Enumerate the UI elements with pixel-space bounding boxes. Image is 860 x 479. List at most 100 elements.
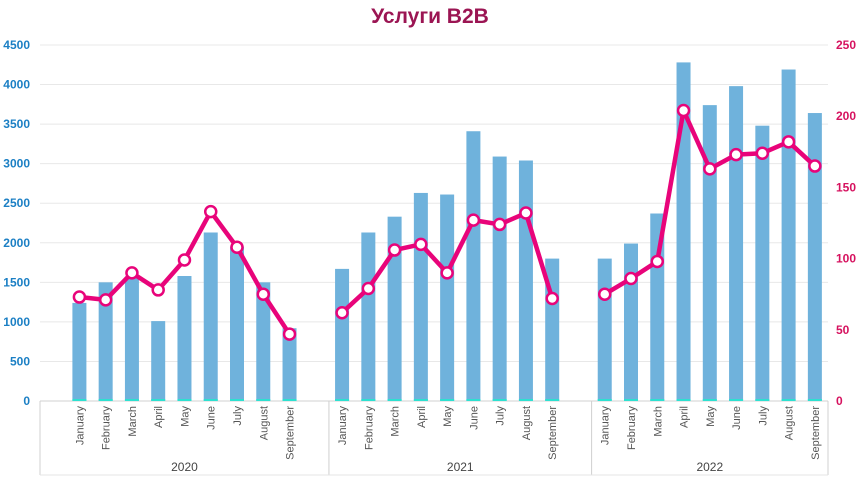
line-point [361,281,376,296]
left-axis-tick-label: 1000 [3,315,30,329]
left-axis-tick-label: 3000 [3,157,30,171]
left-axis-tick-label: 4000 [3,78,30,92]
bar-base [466,399,481,401]
month-label: March [652,406,664,437]
line-point [597,287,612,301]
bar [387,216,402,401]
month-label: September [547,406,559,460]
bar [72,302,87,401]
bar-base [282,399,297,401]
line-point [256,287,271,301]
month-label: September [810,406,822,460]
bar [440,194,455,401]
bar [807,113,822,401]
bar-base [755,399,770,401]
line-point [703,162,717,176]
line-point [177,253,192,267]
chart-title: Услуги B2B [371,5,489,28]
bar [755,125,770,402]
bar-base [702,399,717,401]
bar-base [729,399,744,401]
bar-base [230,399,244,401]
year-label: 2022 [696,460,723,474]
bar-base [413,399,428,401]
left-axis-tick-label: 500 [10,354,30,368]
line-point [387,243,402,257]
bar [729,86,744,401]
line-point [519,206,533,220]
month-label: June [731,406,743,430]
year-label: 2020 [171,460,198,474]
line-point [808,159,822,173]
month-label: February [101,406,113,451]
line-point [151,283,165,297]
bar [413,192,428,401]
line-point [650,254,665,269]
month-label: August [784,406,796,440]
month-label: March [127,406,139,437]
month-label: August [258,406,270,440]
left-axis-tick-label: 2000 [3,236,30,250]
bar [492,156,507,401]
line-point [781,135,796,149]
bar-base [597,399,612,401]
line-point [624,271,638,286]
left-axis-tick-label: 0 [23,394,30,408]
line-point [230,240,244,254]
bar-base [151,399,166,401]
bar [518,160,533,401]
bar-base [440,399,455,401]
line-point [282,327,297,341]
month-label: July [495,406,507,426]
month-label: May [179,406,191,427]
left-axis-tick-label: 4500 [3,38,30,52]
line-point [125,266,139,280]
line-point [335,305,349,320]
month-label: April [153,406,165,428]
bar-base [545,399,560,401]
bar-base [203,399,218,401]
left-axis-tick-label: 3500 [3,117,30,131]
bar-base [518,399,533,401]
bar-base [807,399,822,401]
line-point [203,204,218,219]
bar [282,328,297,401]
bar-base [335,399,350,401]
month-label: January [337,406,349,446]
month-label: June [206,406,218,430]
bar-base [624,399,638,401]
line-point [729,147,743,162]
bar [203,232,218,401]
line-point [492,217,507,232]
bar [676,62,691,401]
bar-base [492,399,507,401]
bar-base [650,399,665,401]
bar [256,282,271,401]
line-point [440,266,454,280]
month-label: August [521,406,533,440]
bar-base [676,399,691,401]
bar [597,258,612,401]
right-axis-tick-label: 250 [836,38,856,52]
bar [624,243,638,401]
left-axis-tick-label: 1500 [3,275,30,289]
bar-base [98,399,113,401]
bar [361,232,376,401]
bar-base [256,399,271,401]
line-point [98,293,113,307]
bar [702,105,717,401]
right-axis-tick-label: 150 [836,180,856,194]
month-label: January [600,406,612,446]
month-label: April [416,406,428,428]
bar-base [361,399,376,401]
month-label: February [626,406,638,451]
left-axis-tick-label: 2500 [3,196,30,210]
line-point [72,290,87,304]
line-point [755,146,770,160]
month-label: April [679,406,691,428]
month-label: June [468,406,480,430]
month-label: September [285,406,297,460]
line-point [676,103,691,118]
month-label: February [363,406,375,451]
